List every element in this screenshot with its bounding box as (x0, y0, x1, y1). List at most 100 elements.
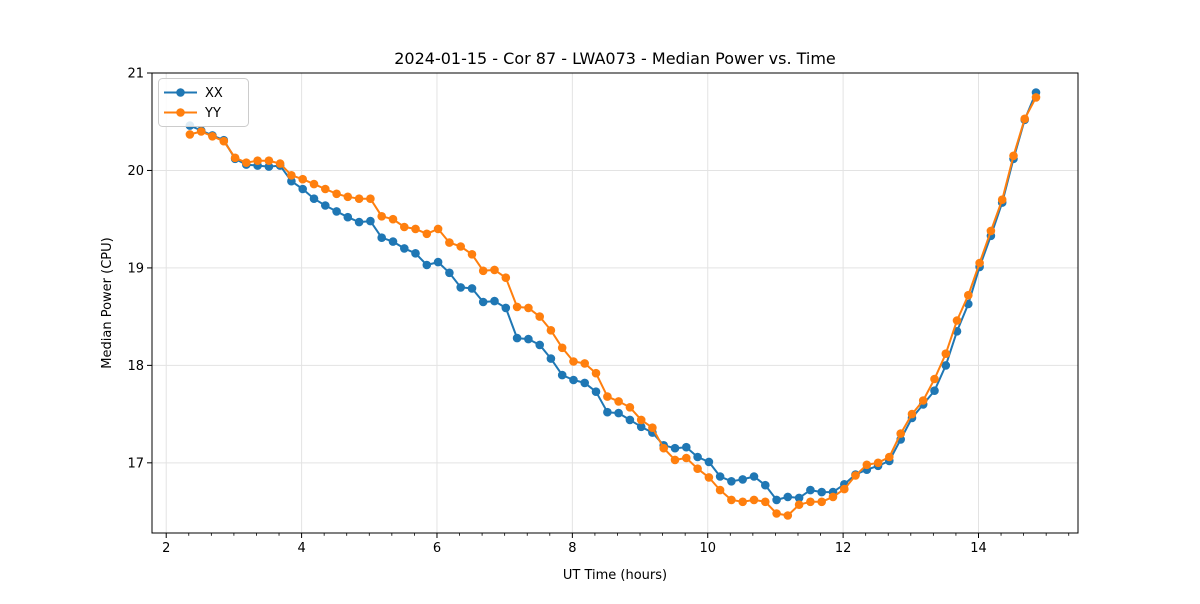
data-point-yy (557, 343, 567, 353)
data-point-xx (287, 176, 296, 186)
data-point-xx (524, 334, 533, 344)
data-point-yy (704, 473, 714, 482)
data-point-xx (501, 303, 511, 313)
data-point-xx (546, 354, 556, 363)
data-point-xx (411, 249, 420, 258)
legend-marker-yy (176, 108, 185, 117)
data-point-xx (930, 386, 939, 396)
data-point-yy (1009, 151, 1018, 161)
data-point-xx (715, 472, 725, 481)
data-point-yy (354, 194, 364, 203)
data-point-xx (467, 284, 477, 293)
data-point-yy (975, 258, 984, 268)
data-point-yy (761, 497, 770, 507)
data-point-yy (422, 229, 432, 239)
data-point-yy (219, 136, 229, 146)
data-point-yy (512, 302, 522, 312)
y-tick-label: 19 (127, 261, 144, 276)
data-point-yy (625, 403, 635, 412)
data-point-yy (343, 192, 353, 202)
data-point-xx (783, 492, 793, 502)
data-point-xx (806, 485, 815, 495)
data-point-xx (580, 378, 589, 388)
data-point-yy (242, 158, 251, 167)
data-point-yy (952, 316, 962, 325)
data-point-xx (388, 237, 398, 246)
series-line-xx (189, 92, 1037, 501)
data-point-yy (253, 156, 262, 165)
data-point-xx (749, 472, 759, 481)
series-line-yy (189, 96, 1037, 517)
y-axis-label: Median Power (CPU) (100, 237, 115, 368)
data-point-yy (377, 212, 387, 221)
data-point-yy (862, 460, 872, 470)
data-point-yy (817, 497, 826, 507)
data-point-xx (264, 162, 274, 171)
data-point-yy (309, 179, 319, 189)
data-point-xx (535, 340, 544, 350)
data-point-xx (727, 477, 736, 486)
x-tick-label: 8 (568, 541, 576, 556)
data-point-yy (478, 266, 488, 276)
data-point-yy (715, 485, 725, 495)
data-point-yy (411, 224, 420, 234)
data-point-yy (287, 171, 296, 180)
data-point-xx (591, 387, 601, 397)
data-point-yy (456, 242, 466, 251)
data-point-yy (794, 500, 804, 510)
data-point-yy (693, 464, 702, 474)
data-point-yy (524, 303, 533, 313)
data-point-yy (907, 409, 917, 419)
data-point-yy (749, 495, 759, 505)
data-point-yy (964, 290, 973, 300)
data-point-yy (196, 127, 206, 136)
data-point-xx (422, 260, 432, 270)
data-point-yy (185, 130, 195, 139)
data-point-yy (930, 374, 939, 384)
data-point-xx (400, 244, 409, 253)
data-point-yy (546, 326, 556, 335)
data-point-yy (298, 174, 308, 184)
x-tick-label: 6 (433, 541, 441, 556)
data-point-yy (806, 497, 815, 507)
chart-title: 2024-01-15 - Cor 87 - LWA073 - Median Po… (394, 49, 836, 68)
data-point-yy (366, 194, 375, 203)
data-point-xx (794, 493, 804, 503)
data-point-yy (501, 273, 511, 283)
data-point-xx (625, 415, 635, 425)
data-point-yy (490, 265, 499, 275)
data-point-xx (332, 207, 341, 216)
data-point-xx (614, 408, 623, 418)
x-tick-label: 4 (297, 541, 305, 556)
data-point-yy (467, 250, 477, 259)
y-tick-label: 20 (127, 164, 144, 179)
data-point-yy (840, 484, 849, 494)
data-point-xx (309, 194, 319, 203)
data-point-yy (445, 238, 454, 247)
data-point-xx (761, 480, 770, 490)
data-point-yy (614, 397, 623, 406)
plot-border (151, 72, 1079, 534)
data-point-xx (603, 407, 612, 417)
data-point-yy (986, 226, 996, 236)
data-point-yy (896, 429, 905, 438)
data-point-xx (377, 233, 387, 242)
data-point-yy (918, 396, 928, 405)
data-point-yy (828, 492, 838, 502)
data-point-xx (445, 268, 454, 278)
data-point-yy (659, 443, 668, 453)
data-point-xx (817, 487, 826, 497)
data-point-xx (772, 495, 781, 505)
data-series (185, 88, 1041, 520)
data-point-yy (569, 357, 578, 366)
x-tick-label: 12 (835, 541, 852, 556)
data-point-xx (636, 422, 646, 432)
y-tick-label: 21 (127, 67, 144, 82)
y-tick-label: 17 (127, 456, 144, 471)
data-point-yy (603, 392, 612, 401)
data-point-yy (727, 495, 736, 505)
data-point-xx (456, 283, 466, 292)
data-point-yy (230, 153, 240, 163)
data-point-xx (354, 217, 364, 227)
tick-labels: 2 4 6 8 10 12 14 17 18 19 20 21 (127, 67, 986, 557)
